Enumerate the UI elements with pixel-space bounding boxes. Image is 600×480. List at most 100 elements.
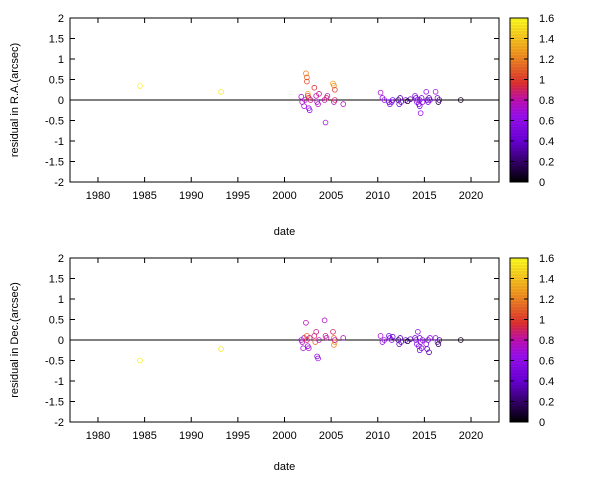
- dec-colorbar-tick-label: 1.6: [539, 253, 554, 265]
- dec-data-point: [323, 335, 330, 341]
- ra-data-point: [457, 97, 464, 103]
- ra-x-tick-label: 1985: [132, 190, 156, 202]
- ra-data-point: [307, 97, 314, 103]
- ra-data-point: [427, 97, 433, 103]
- dec-residual-chart: 1980 1985 1990 1995 2000 2005 2010 2015 2020 -2-…: [9, 253, 554, 473]
- dec-data-point: [303, 319, 309, 326]
- ra-y-tick-label: -1: [54, 136, 64, 148]
- ra-colorbar-tick-label: 1.2: [539, 54, 554, 66]
- ra-data-point: [303, 70, 309, 77]
- ra-data-point: [305, 91, 311, 97]
- ra-data-point: [322, 119, 329, 126]
- dec-colorbar-tick-label: 0.4: [539, 376, 554, 388]
- ra-data-point: [389, 97, 396, 103]
- dec-data-point: [331, 342, 337, 348]
- dec-data-point: [426, 349, 432, 356]
- ra-data-point: [324, 93, 331, 99]
- dec-data-point: [436, 337, 443, 343]
- dec-x-tick-label: 2005: [319, 430, 343, 442]
- dec-data-point: [419, 337, 426, 343]
- dec-data-point: [388, 337, 395, 343]
- ra-y-tick-label: 1.5: [49, 34, 64, 46]
- dec-data-point: [389, 333, 396, 340]
- dec-y-tick-label: -2: [54, 417, 64, 429]
- dec-data-point: [313, 328, 320, 335]
- ra-x-tick-label: 1995: [226, 190, 250, 202]
- ra-colorbar-tick-label: 0.4: [539, 136, 554, 148]
- ra-x-tick-label: 2010: [366, 190, 390, 202]
- ra-x-tick-label: 1990: [179, 190, 203, 202]
- dec-data-point: [397, 335, 403, 341]
- dec-colorbar-tick-label: 0: [539, 417, 545, 429]
- ra-data-point: [304, 78, 310, 85]
- ra-x-tick-label: 2005: [319, 190, 343, 202]
- dec-x-tick-label: 1980: [86, 430, 110, 442]
- ra-colorbar-tick-label: 0.6: [539, 116, 554, 128]
- ra-data-point: [417, 110, 424, 116]
- dec-data-point: [332, 337, 338, 343]
- ra-residual-chart: 1980 1985 1990 1995 2000 2005 2010 2015 2020 -2-…: [9, 13, 554, 238]
- dec-data-point: [330, 328, 336, 335]
- ra-data-point: [301, 103, 307, 109]
- ra-data-point: [423, 89, 430, 95]
- dec-data-point: [457, 337, 464, 343]
- dec-data-point: [340, 335, 347, 341]
- dec-data-point: [435, 341, 442, 347]
- ra-data-point: [436, 97, 443, 103]
- ra-y-axis-label: residual in R.A.(arcsec): [9, 43, 21, 157]
- dec-x-axis-label: date: [274, 461, 295, 473]
- dec-x-tick-label: 2020: [459, 430, 483, 442]
- dec-data-point: [415, 328, 421, 335]
- ra-data-point: [332, 86, 338, 93]
- ra-data-point: [137, 83, 143, 89]
- ra-data-point: [416, 103, 423, 109]
- dec-colorbar-tick-label: 0.6: [539, 356, 554, 368]
- dec-data-point: [424, 346, 430, 352]
- dec-y-tick-label: -0.5: [45, 356, 64, 368]
- ra-colorbar-tick-label: 1.6: [539, 13, 554, 25]
- dec-colorbar-tick-label: 1.2: [539, 294, 554, 306]
- ra-data-point: [332, 97, 338, 103]
- dec-colorbar-tick-label: 1: [539, 315, 545, 327]
- ra-colorbar-tick-label: 1: [539, 75, 545, 87]
- dec-x-ticks: 1980 1985 1990 1995 2000 2005 2010 2015 2020: [86, 258, 483, 442]
- dec-y-tick-label: -1: [54, 376, 64, 388]
- ra-colorbar-tick-label: 0: [539, 177, 545, 189]
- ra-data-point: [397, 95, 403, 101]
- dec-data-point: [321, 317, 328, 324]
- dec-x-tick-label: 2000: [272, 430, 296, 442]
- ra-data-point: [315, 101, 321, 107]
- ra-y-tick-label: 0: [58, 95, 64, 107]
- dec-y-tick-label: 1.5: [49, 274, 64, 286]
- dec-y-ticks: -2 -1.5 -1 -0.5 0 0.5 1 1.5 2: [45, 253, 499, 429]
- dec-colorbar-tick-label: 0.8: [539, 335, 554, 347]
- ra-data-point: [432, 89, 439, 95]
- dec-x-tick-label: 2015: [412, 430, 436, 442]
- ra-data-point: [381, 97, 388, 103]
- dec-data-point: [218, 346, 224, 352]
- dec-y-axis-label: residual in Dec.(arcsec): [9, 282, 21, 398]
- ra-colorbar-ticks: 0 0.2 0.4 0.6 0.8 1 1.2 1.4 1.6: [510, 13, 554, 189]
- ra-data-point: [340, 101, 347, 107]
- ra-data-point: [316, 91, 322, 97]
- ra-data-point: [218, 89, 224, 95]
- dec-data-point: [381, 337, 388, 343]
- ra-x-axis-label: date: [274, 226, 295, 238]
- dec-data-point: [316, 337, 322, 343]
- ra-data-point: [306, 107, 313, 114]
- dec-y-tick-label: -1.5: [45, 397, 64, 409]
- dec-data-point: [427, 335, 433, 341]
- ra-colorbar-tick-label: 1.4: [539, 34, 554, 46]
- dec-data-point: [300, 345, 306, 352]
- ra-data-point: [331, 82, 337, 89]
- dec-y-tick-label: 2: [58, 253, 64, 265]
- ra-data-point: [311, 84, 318, 91]
- ra-x-tick-label: 2020: [459, 190, 483, 202]
- ra-y-tick-label: 2: [58, 13, 64, 25]
- ra-colorbar-tick-label: 0.8: [539, 95, 554, 107]
- dec-y-tick-label: 0: [58, 335, 64, 347]
- dec-x-tick-label: 1995: [226, 430, 250, 442]
- dec-colorbar-ticks: 0 0.2 0.4 0.6 0.8 1 1.2 1.4 1.6: [510, 253, 554, 429]
- ra-data-point: [419, 99, 426, 105]
